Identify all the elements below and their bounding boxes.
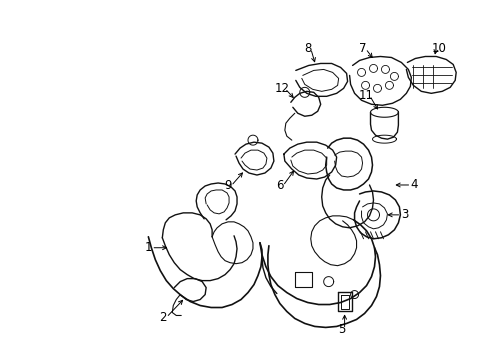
Text: 4: 4	[410, 179, 417, 192]
Text: 7: 7	[358, 42, 366, 55]
Text: 9: 9	[224, 180, 231, 193]
Text: 5: 5	[337, 323, 345, 336]
Text: 10: 10	[431, 42, 446, 55]
Text: 6: 6	[276, 180, 283, 193]
Text: 12: 12	[274, 82, 289, 95]
Text: 3: 3	[400, 208, 407, 221]
Text: 8: 8	[304, 42, 311, 55]
Text: 11: 11	[358, 89, 373, 102]
Text: 1: 1	[144, 241, 152, 254]
Text: 2: 2	[159, 311, 167, 324]
